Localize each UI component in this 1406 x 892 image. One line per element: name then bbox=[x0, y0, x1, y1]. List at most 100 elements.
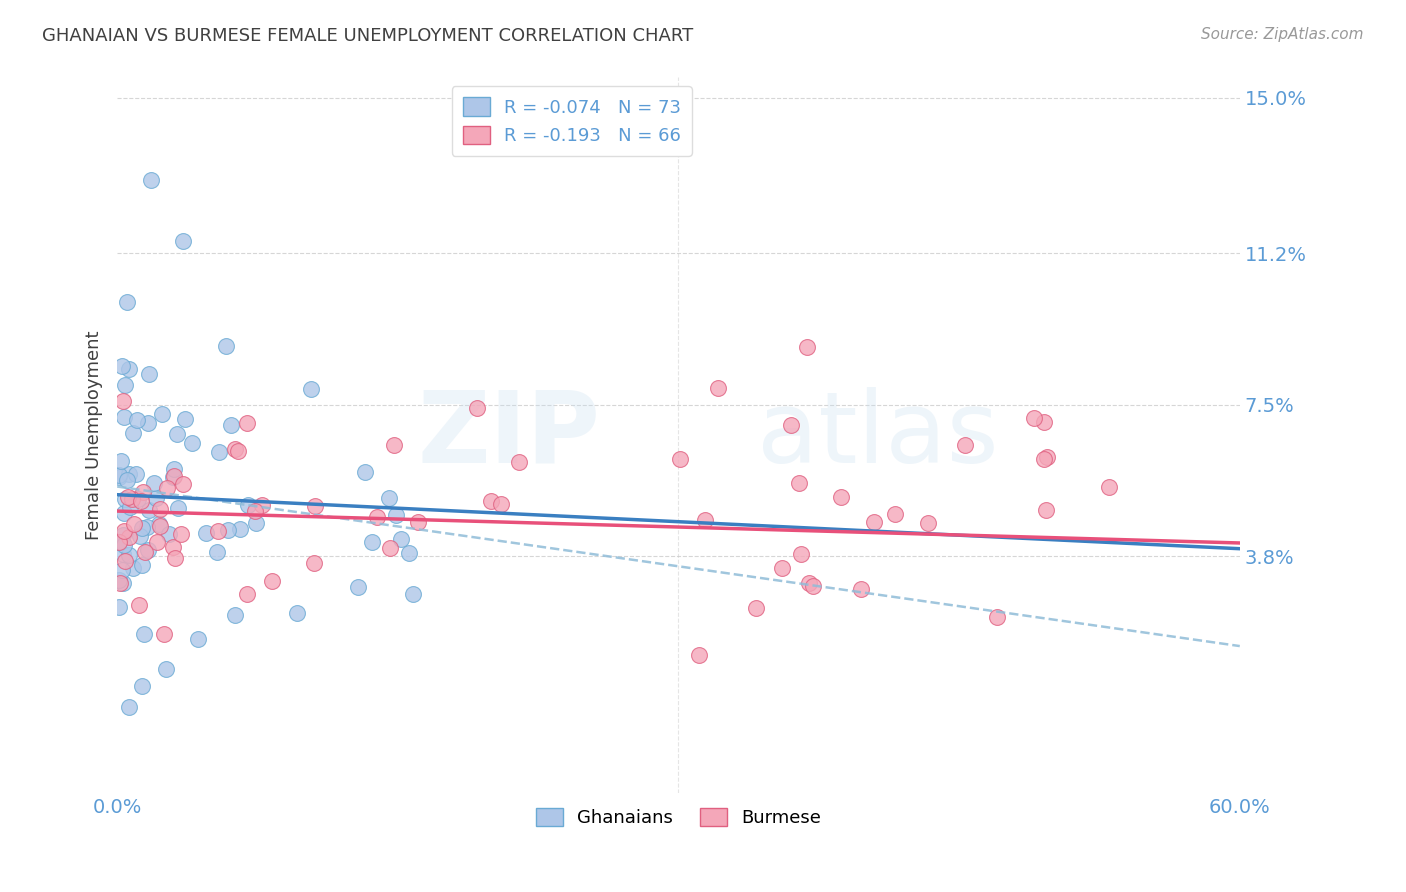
Point bbox=[148, 516, 170, 531]
Point bbox=[219, 417, 242, 432]
Point bbox=[707, 381, 730, 395]
Point bbox=[917, 516, 939, 530]
Point bbox=[695, 512, 717, 526]
Point bbox=[224, 442, 246, 456]
Point bbox=[745, 601, 768, 615]
Point bbox=[136, 416, 159, 430]
Point bbox=[669, 452, 692, 467]
Point bbox=[166, 501, 188, 516]
Point bbox=[114, 554, 136, 568]
Point bbox=[142, 476, 165, 491]
Point bbox=[194, 525, 217, 540]
Text: atlas: atlas bbox=[756, 387, 998, 483]
Point bbox=[146, 534, 169, 549]
Text: ZIP: ZIP bbox=[418, 387, 600, 483]
Point bbox=[217, 523, 239, 537]
Point bbox=[112, 409, 135, 424]
Point bbox=[385, 508, 408, 522]
Point bbox=[111, 359, 134, 374]
Text: GHANAIAN VS BURMESE FEMALE UNEMPLOYMENT CORRELATION CHART: GHANAIAN VS BURMESE FEMALE UNEMPLOYMENT … bbox=[42, 27, 693, 45]
Point bbox=[285, 607, 308, 621]
Point bbox=[131, 679, 153, 693]
Point bbox=[797, 575, 820, 590]
Point bbox=[156, 481, 179, 495]
Point bbox=[172, 477, 194, 491]
Point bbox=[162, 469, 184, 483]
Point bbox=[112, 524, 135, 538]
Point bbox=[114, 378, 136, 392]
Point bbox=[139, 172, 162, 186]
Point bbox=[402, 587, 425, 601]
Point bbox=[149, 519, 172, 533]
Point bbox=[207, 524, 229, 538]
Point bbox=[157, 527, 180, 541]
Point bbox=[863, 515, 886, 529]
Point bbox=[150, 407, 173, 421]
Point bbox=[118, 467, 141, 482]
Point bbox=[121, 425, 143, 440]
Point bbox=[125, 413, 148, 427]
Point bbox=[117, 473, 139, 487]
Point bbox=[138, 503, 160, 517]
Point bbox=[790, 547, 813, 561]
Point bbox=[108, 599, 131, 614]
Point bbox=[226, 443, 249, 458]
Point bbox=[353, 465, 375, 479]
Point bbox=[389, 533, 412, 547]
Point bbox=[170, 526, 193, 541]
Point bbox=[346, 580, 368, 594]
Legend: Ghanaians, Burmese: Ghanaians, Burmese bbox=[529, 801, 828, 834]
Point bbox=[112, 538, 135, 552]
Point bbox=[162, 470, 184, 484]
Point bbox=[138, 367, 160, 381]
Point bbox=[129, 493, 152, 508]
Point bbox=[252, 498, 274, 512]
Point bbox=[360, 534, 382, 549]
Point bbox=[302, 556, 325, 570]
Point bbox=[118, 548, 141, 562]
Point bbox=[172, 234, 194, 248]
Point bbox=[110, 454, 132, 468]
Point bbox=[215, 339, 238, 353]
Point bbox=[118, 700, 141, 714]
Point bbox=[229, 522, 252, 536]
Point bbox=[180, 436, 202, 450]
Point bbox=[224, 607, 246, 622]
Point bbox=[688, 648, 710, 662]
Point bbox=[780, 418, 803, 433]
Point bbox=[108, 467, 131, 482]
Point bbox=[245, 516, 267, 530]
Point bbox=[145, 491, 167, 506]
Point bbox=[787, 475, 810, 490]
Point bbox=[129, 529, 152, 543]
Point bbox=[849, 582, 872, 596]
Y-axis label: Female Unemployment: Female Unemployment bbox=[86, 331, 103, 541]
Point bbox=[1033, 452, 1056, 467]
Point bbox=[152, 627, 174, 641]
Point bbox=[378, 491, 401, 505]
Point bbox=[378, 541, 401, 555]
Point bbox=[1036, 450, 1059, 464]
Point bbox=[465, 401, 488, 416]
Point bbox=[114, 491, 136, 506]
Point bbox=[162, 541, 184, 555]
Point bbox=[132, 627, 155, 641]
Point bbox=[132, 485, 155, 500]
Point bbox=[136, 520, 159, 534]
Point bbox=[489, 497, 512, 511]
Point bbox=[986, 610, 1008, 624]
Point bbox=[165, 550, 187, 565]
Point bbox=[128, 598, 150, 612]
Point bbox=[299, 382, 322, 396]
Point bbox=[398, 546, 420, 560]
Point bbox=[111, 528, 134, 542]
Point bbox=[883, 507, 905, 521]
Point bbox=[127, 492, 149, 507]
Point bbox=[155, 662, 177, 676]
Point bbox=[118, 500, 141, 514]
Point bbox=[136, 543, 159, 558]
Point bbox=[207, 545, 229, 559]
Point bbox=[122, 561, 145, 575]
Point bbox=[149, 502, 172, 516]
Point bbox=[108, 535, 131, 549]
